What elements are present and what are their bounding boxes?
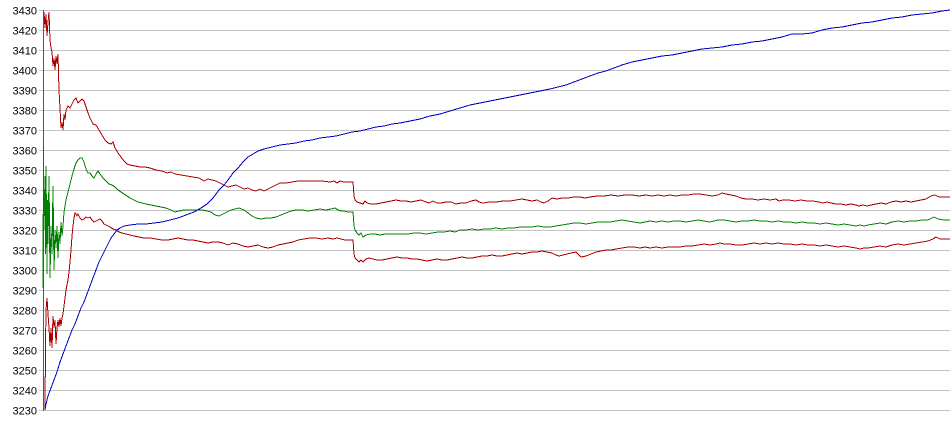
y-tick-label: 3240	[13, 386, 37, 398]
y-tick-label: 3300	[13, 266, 37, 278]
y-tick-label: 3260	[13, 346, 37, 358]
y-tick-label: 3350	[13, 166, 37, 178]
data-series	[42, 9, 950, 411]
series-upper-band-red	[43, 11, 950, 207]
y-tick-label: 3430	[13, 6, 37, 18]
y-tick-label: 3280	[13, 306, 37, 318]
y-tick-label: 3380	[13, 106, 37, 118]
y-tick-label: 3340	[13, 186, 37, 198]
y-tick-label: 3250	[13, 366, 37, 378]
y-tick-label: 3370	[13, 126, 37, 138]
y-tick-label: 3330	[13, 206, 37, 218]
y-tick-label: 3270	[13, 326, 37, 338]
y-tick-label: 3420	[13, 26, 37, 38]
y-tick-label: 3400	[13, 66, 37, 78]
y-tick-label: 3360	[13, 146, 37, 158]
series-middle-line-green	[42, 145, 950, 289]
series-ascending-line-blue	[44, 9, 950, 411]
y-tick-label: 3230	[13, 406, 37, 418]
gridlines	[39, 10, 950, 411]
series-lower-band-red	[44, 211, 950, 411]
y-tick-label: 3320	[13, 226, 37, 238]
y-axis-labels: 3430 3420 3410 3400 3390 3380 3370 3360 3350 3340…	[13, 6, 37, 418]
y-tick-label: 3290	[13, 286, 37, 298]
y-tick-label: 3310	[13, 246, 37, 258]
y-tick-label: 3390	[13, 86, 37, 98]
y-tick-label: 3410	[13, 46, 37, 58]
